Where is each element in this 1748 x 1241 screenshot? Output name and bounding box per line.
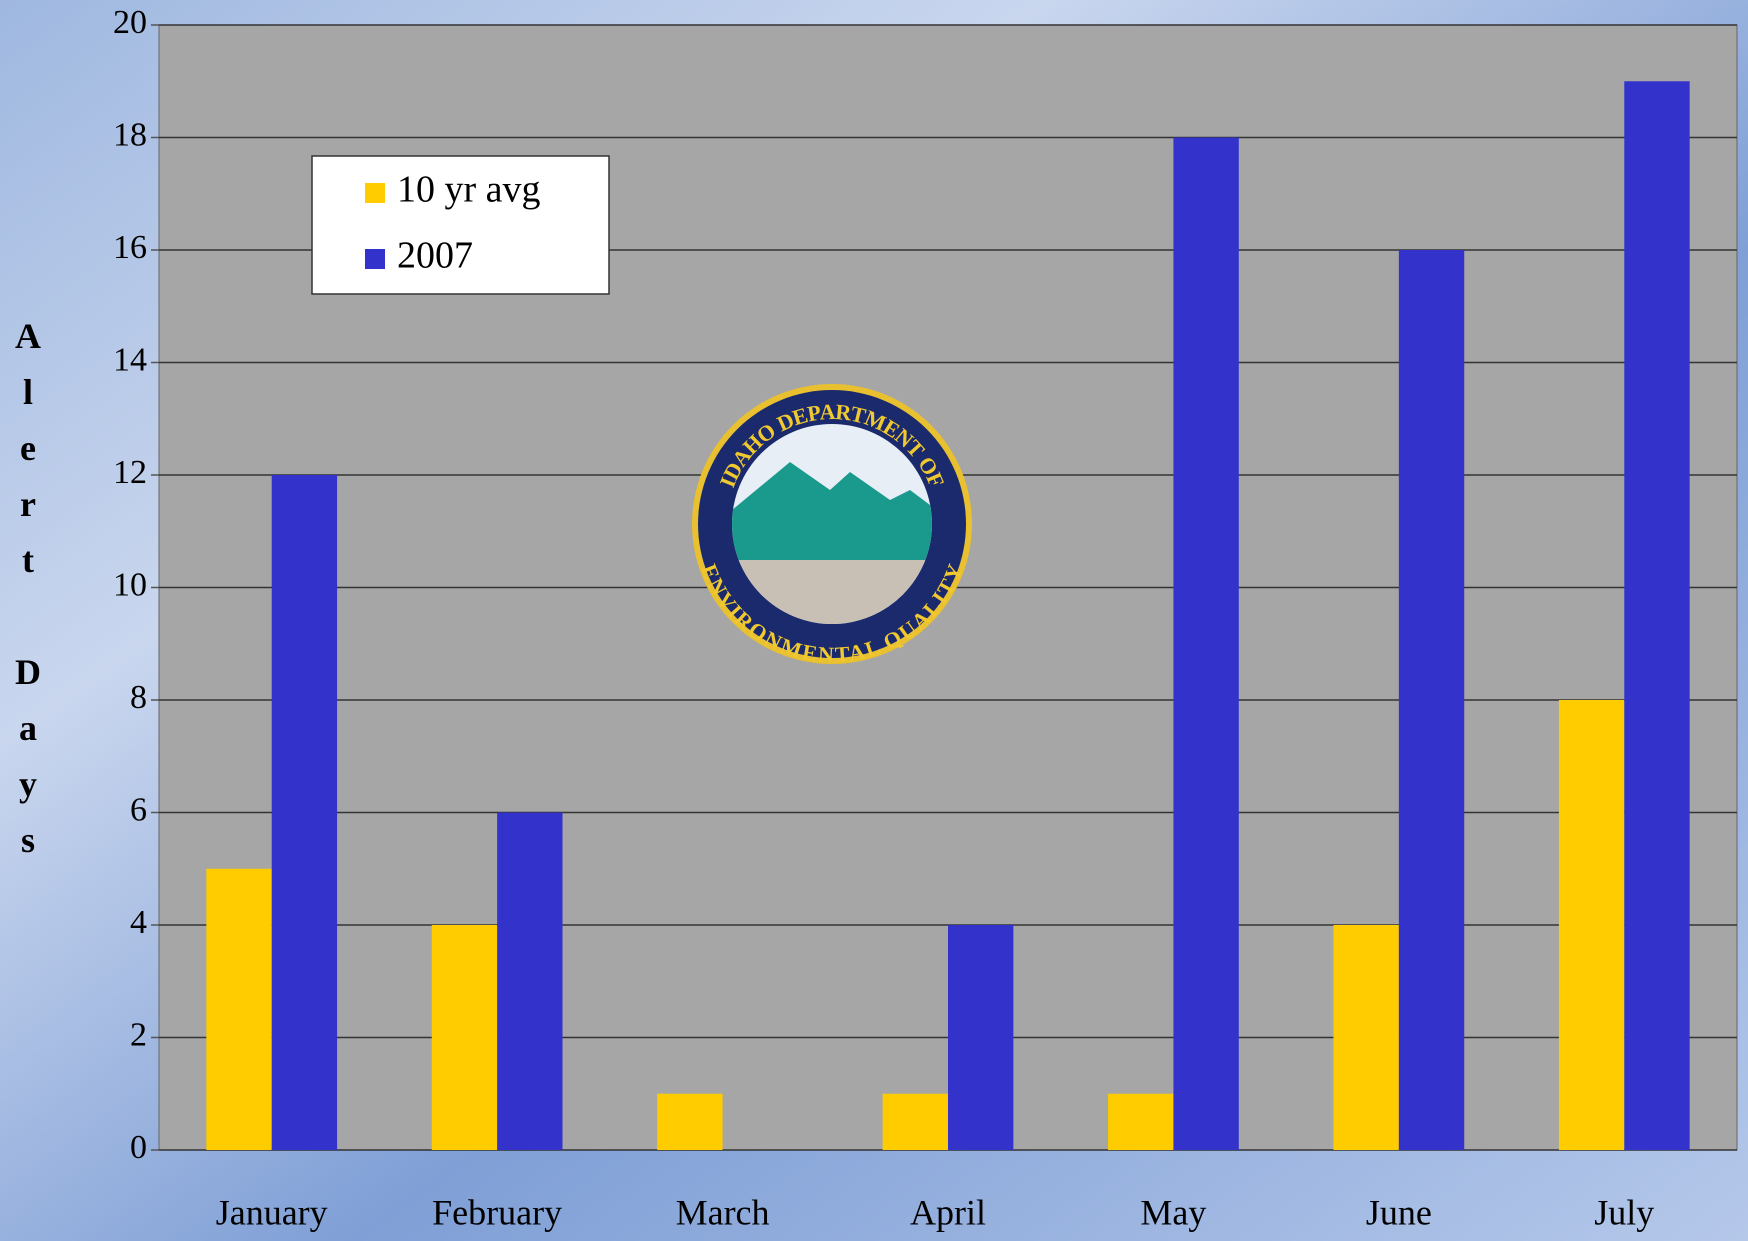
y-tick-label: 14 bbox=[113, 341, 147, 378]
legend-label: 10 yr avg bbox=[397, 169, 541, 211]
bar bbox=[882, 1093, 948, 1150]
bar bbox=[1624, 81, 1690, 1150]
y-tick-label: 10 bbox=[113, 566, 147, 603]
y-tick-label: 20 bbox=[113, 4, 147, 41]
bar bbox=[497, 812, 563, 1150]
y-tick-label: 8 bbox=[130, 679, 147, 716]
y-tick-label: 6 bbox=[130, 791, 147, 828]
bar bbox=[1108, 1093, 1174, 1150]
legend-box bbox=[311, 155, 610, 295]
y-tick-label: 16 bbox=[113, 229, 147, 266]
y-tick-label: 2 bbox=[130, 1016, 147, 1053]
x-tick-label: July bbox=[1594, 1192, 1654, 1232]
bar bbox=[206, 868, 272, 1150]
y-tick-label: 18 bbox=[113, 116, 147, 153]
logo-mountains bbox=[732, 462, 932, 560]
x-tick-label: March bbox=[676, 1192, 770, 1232]
bar bbox=[948, 925, 1014, 1150]
x-tick-label: February bbox=[432, 1192, 562, 1232]
legend-swatch bbox=[365, 249, 385, 269]
y-tick-label: 0 bbox=[130, 1129, 147, 1166]
logo: IDAHO DEPARTMENT OF ENVIRONMENTAL QUALIT… bbox=[692, 384, 972, 667]
x-tick-label: April bbox=[910, 1192, 986, 1232]
y-tick-label: 4 bbox=[130, 904, 147, 941]
legend-swatch bbox=[365, 183, 385, 203]
bar bbox=[431, 925, 498, 1150]
bar bbox=[657, 1093, 723, 1150]
legend-label: 2007 bbox=[397, 235, 473, 277]
bar bbox=[1173, 137, 1239, 1150]
bar bbox=[1333, 925, 1399, 1150]
bar bbox=[271, 475, 338, 1150]
x-tick-label: January bbox=[216, 1192, 328, 1232]
bar bbox=[1558, 700, 1625, 1150]
y-tick-label: 12 bbox=[113, 454, 147, 491]
bar bbox=[1398, 250, 1465, 1150]
x-tick-label: June bbox=[1366, 1192, 1432, 1232]
x-tick-label: May bbox=[1140, 1192, 1206, 1232]
